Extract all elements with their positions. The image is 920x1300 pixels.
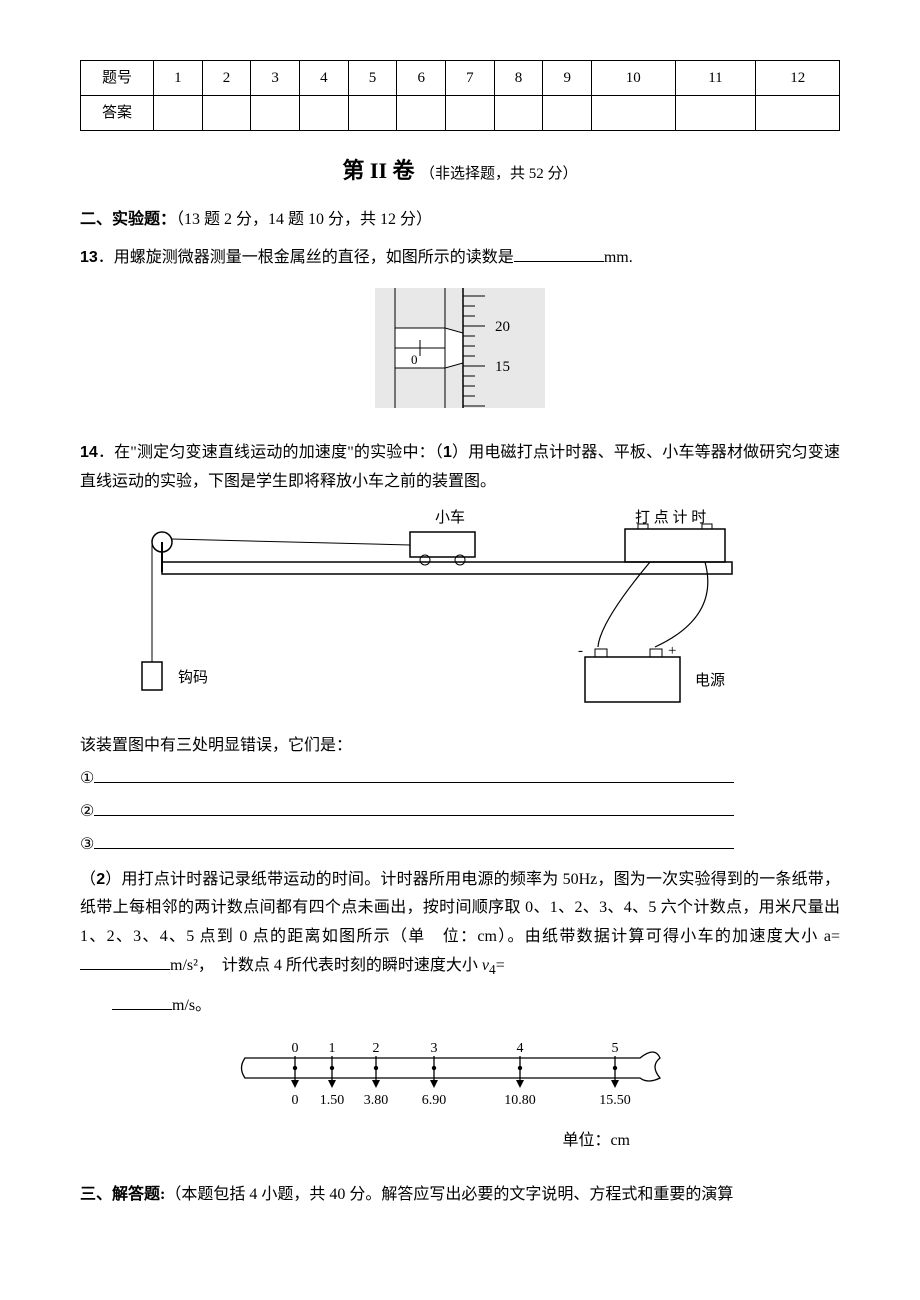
solve-heading: 三、解答题:（本题包括 4 小题，共 40 分。解答应写出必要的文字说明、方程式… xyxy=(80,1181,840,1210)
ans-cell xyxy=(494,96,543,131)
errors-intro: 该装置图中有三处明显错误，它们是： xyxy=(80,732,840,761)
err1-mark: ① xyxy=(80,770,94,787)
ans-cell xyxy=(397,96,446,131)
cart-label: 小车 xyxy=(435,509,465,526)
heading-note: （13 题 2 分，14 题 10 分，共 12 分） xyxy=(176,211,432,228)
q14b-open: （ xyxy=(80,871,96,888)
question-13: 13．用螺旋测微器测量一根金属丝的直径，如图所示的读数是 mm. xyxy=(80,244,840,273)
err2-blank xyxy=(94,799,734,816)
q14b-blank-a xyxy=(80,953,170,970)
thimble-15: 15 xyxy=(495,359,510,375)
svg-text:0: 0 xyxy=(292,1041,299,1056)
experiment-heading: 二、实验题：（13 题 2 分，14 题 10 分，共 12 分） xyxy=(80,206,840,235)
weight-label: 钩码 xyxy=(178,669,208,686)
q13-blank xyxy=(514,245,604,262)
ans-cell xyxy=(446,96,495,131)
svg-text:15.50: 15.50 xyxy=(599,1093,631,1108)
error-2: ② xyxy=(80,798,840,827)
err3-mark: ③ xyxy=(80,836,94,853)
num-cell: 1 xyxy=(154,61,203,96)
question-14: 14．在"测定匀变速直线运动的加速度"的实验中：（1）用电磁打点计时器、平板、小… xyxy=(80,439,840,497)
power-label: 电源 xyxy=(695,672,725,689)
tape-figure: 0 0 1 1.50 2 3.80 3 6.90 4 10.80 5 15.50 xyxy=(80,1036,840,1127)
thimble-20: 20 xyxy=(495,319,510,335)
heading-text: 二、实验题： xyxy=(80,211,176,228)
apparatus-figure: 小车 打 点 计 时 钩码 - + 电源 xyxy=(130,507,840,718)
num-cell: 5 xyxy=(348,61,397,96)
err3-blank xyxy=(94,832,734,849)
row-label: 题号 xyxy=(81,61,154,96)
svg-text:5: 5 xyxy=(612,1041,619,1056)
q14-part1-b: 1 xyxy=(443,444,452,461)
v4-eq: = xyxy=(496,957,505,974)
table-row: 答案 xyxy=(81,96,840,131)
ans-cell xyxy=(300,96,349,131)
question-14b: （2）用打点计时器记录纸带运动的时间。计时器所用电源的频率为 50Hz，图为一次… xyxy=(80,866,840,983)
apparatus-svg: 小车 打 点 计 时 钩码 - + 电源 xyxy=(130,507,770,707)
v4-sym: v xyxy=(482,957,489,974)
q14b-line2: m/s。 xyxy=(80,992,840,1021)
svg-text:0: 0 xyxy=(292,1093,299,1108)
num-cell: 10 xyxy=(592,61,675,96)
q13-before: ．用螺旋测微器测量一根金属丝的直径，如图所示的读数是 xyxy=(98,249,514,266)
q13-after: mm. xyxy=(604,249,633,266)
solve-note: （本题包括 4 小题，共 40 分。解答应写出必要的文字说明、方程式和重要的演算 xyxy=(165,1186,733,1203)
ans-cell xyxy=(756,96,840,131)
ans-cell xyxy=(675,96,756,131)
num-cell: 6 xyxy=(397,61,446,96)
ans-cell xyxy=(154,96,203,131)
svg-text:1.50: 1.50 xyxy=(320,1093,345,1108)
q14-number: 14 xyxy=(80,444,98,461)
v4-sub: 4 xyxy=(489,962,496,977)
num-cell: 3 xyxy=(251,61,300,96)
tape-svg: 0 0 1 1.50 2 3.80 3 6.90 4 10.80 5 15.50 xyxy=(240,1036,680,1116)
num-cell: 7 xyxy=(446,61,495,96)
error-1: ① xyxy=(80,765,840,794)
main-scale-zero: 0 xyxy=(411,352,418,367)
micrometer-figure: 0 20 15 xyxy=(80,288,840,419)
ans-cell xyxy=(251,96,300,131)
num-cell: 11 xyxy=(675,61,756,96)
num-cell: 2 xyxy=(202,61,251,96)
row-label: 答案 xyxy=(81,96,154,131)
plus-label: + xyxy=(668,643,676,659)
ans-cell xyxy=(348,96,397,131)
svg-text:3.80: 3.80 xyxy=(364,1093,389,1108)
svg-text:10.80: 10.80 xyxy=(504,1093,536,1108)
section-ii-title: 第 II 卷 （非选择题，共 52 分） xyxy=(80,151,840,191)
svg-text:4: 4 xyxy=(517,1041,524,1056)
section-main: 第 II 卷 xyxy=(342,158,414,183)
svg-text:2: 2 xyxy=(373,1041,380,1056)
num-cell: 9 xyxy=(543,61,592,96)
q13-number: 13 xyxy=(80,249,98,266)
section-sub: （非选择题，共 52 分） xyxy=(420,166,578,182)
timer-label: 打 点 计 时 xyxy=(635,509,706,526)
err1-blank xyxy=(94,766,734,783)
minus-label: - xyxy=(578,643,583,659)
q14b-unit-v: m/s。 xyxy=(172,997,211,1014)
err2-mark: ② xyxy=(80,803,94,820)
q14b-t1: ）用打点计时器记录纸带运动的时间。计时器所用电源的频率为 50Hz，图为一次实验… xyxy=(80,871,840,946)
ans-cell xyxy=(543,96,592,131)
svg-text:6.90: 6.90 xyxy=(422,1093,447,1108)
answer-grid: 题号 1 2 3 4 5 6 7 8 9 10 11 12 答案 xyxy=(80,60,840,131)
ans-cell xyxy=(202,96,251,131)
q14-open: ．在"测定匀变速直线运动的加速度"的实验中：（ xyxy=(98,444,443,461)
svg-text:1: 1 xyxy=(329,1041,336,1056)
num-cell: 12 xyxy=(756,61,840,96)
ans-cell xyxy=(592,96,675,131)
error-3: ③ xyxy=(80,831,840,860)
q14b-blank-v xyxy=(112,993,172,1010)
q14b-bold: 2 xyxy=(96,871,105,888)
q14b-unit-a: m/s²， 计数点 4 所代表时刻的瞬时速度大小 xyxy=(170,957,482,974)
solve-h: 三、解答题: xyxy=(80,1186,165,1203)
micrometer-svg: 0 20 15 xyxy=(375,288,545,408)
num-cell: 8 xyxy=(494,61,543,96)
tape-unit: 单位：cm xyxy=(80,1127,840,1156)
table-row: 题号 1 2 3 4 5 6 7 8 9 10 11 12 xyxy=(81,61,840,96)
svg-text:3: 3 xyxy=(431,1041,438,1056)
num-cell: 4 xyxy=(300,61,349,96)
